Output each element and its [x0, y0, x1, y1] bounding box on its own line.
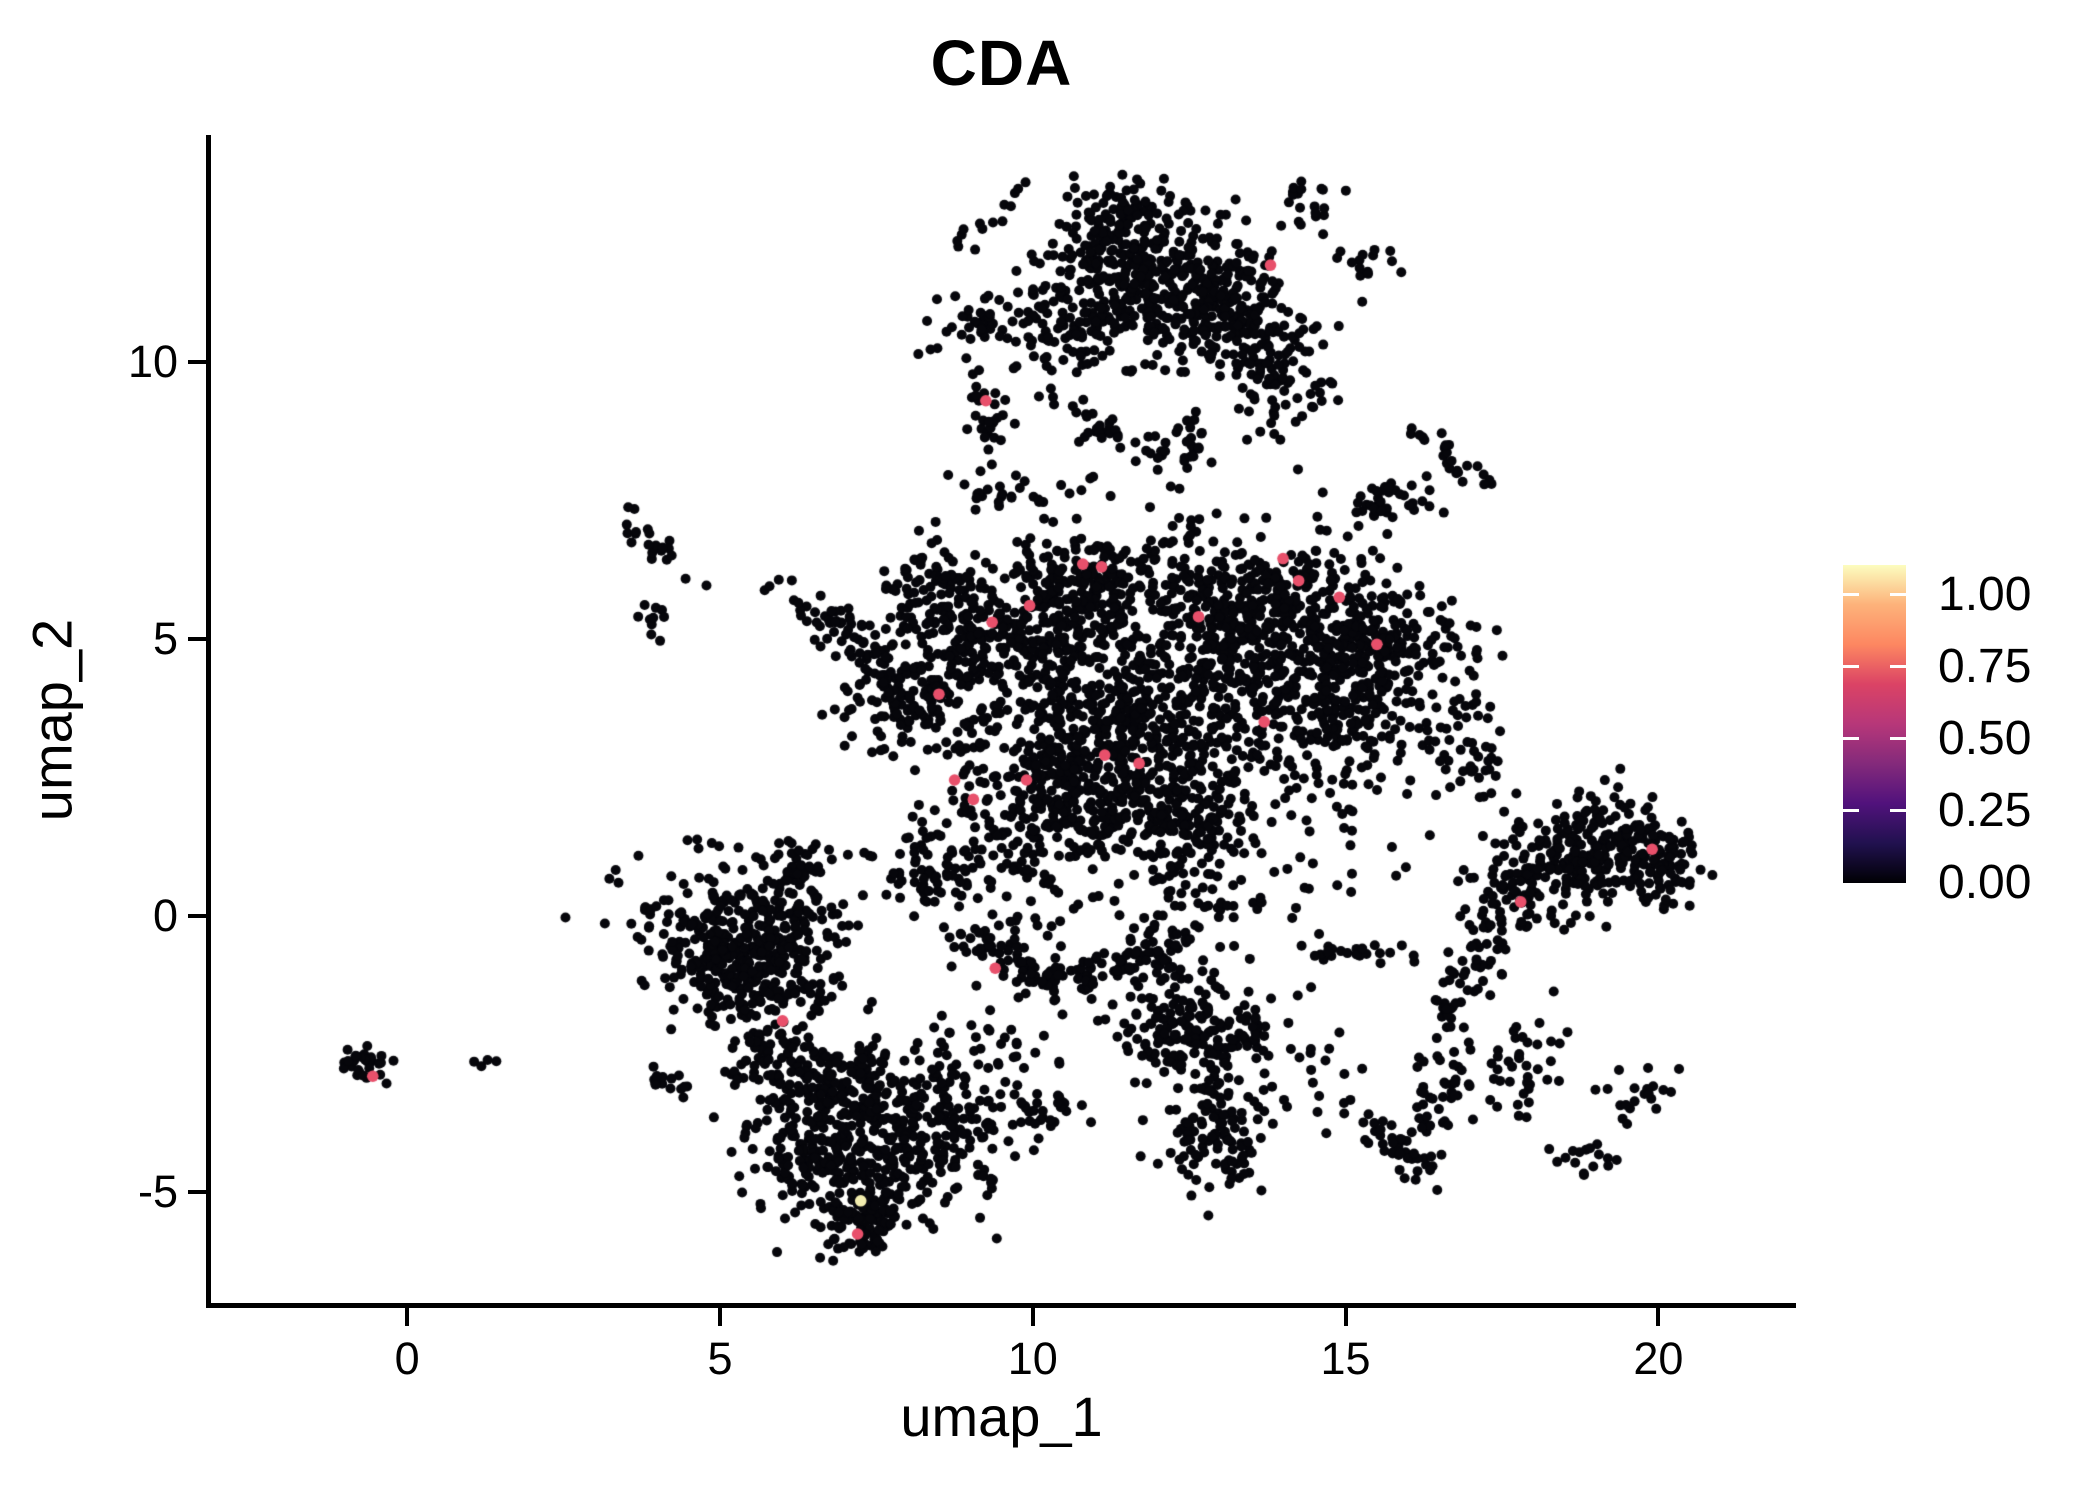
y-tick-mark	[188, 360, 206, 364]
colorbar-tick-mark	[1843, 737, 1859, 741]
colorbar-tick-label: 0.00	[1938, 856, 2032, 909]
y-tick-mark	[188, 913, 206, 918]
y-tick-label: 10	[127, 336, 178, 387]
x-axis-title: umap_1	[900, 1385, 1103, 1448]
x-tick-label: 10	[1007, 1333, 1058, 1384]
x-tick-label: 20	[1633, 1333, 1684, 1384]
x-tick-mark	[1343, 1308, 1348, 1326]
y-axis-title: umap_2	[20, 618, 84, 822]
colorbar-tick-mark	[1843, 593, 1859, 597]
x-tick-mark	[1030, 1308, 1035, 1326]
colorbar-tick-mark	[1890, 593, 1906, 597]
y-tick-label: -5	[137, 1166, 178, 1218]
colorbar-tick-label: 0.25	[1938, 783, 2032, 837]
colorbar-gradient	[1843, 565, 1906, 883]
x-tick-label: 5	[707, 1333, 733, 1384]
plot-title: CDA	[930, 27, 1073, 99]
colorbar-tick-label: 1.00	[1938, 567, 2032, 621]
x-tick-label: 15	[1320, 1333, 1371, 1384]
y-axis-line	[206, 135, 211, 1308]
colorbar-tick-label: 0.50	[1938, 711, 2032, 765]
colorbar-tick-mark	[1890, 665, 1906, 669]
y-tick-label: 0	[152, 889, 178, 941]
x-tick-mark	[717, 1308, 722, 1326]
y-tick-mark	[188, 636, 206, 641]
colorbar-tick-mark	[1890, 809, 1906, 813]
x-tick-mark	[1656, 1308, 1661, 1326]
y-tick-label: 5	[152, 612, 178, 664]
x-axis-line	[206, 1303, 1796, 1308]
colorbar-tick-mark	[1843, 809, 1859, 813]
colorbar-tick-mark	[1890, 737, 1906, 741]
y-tick-mark	[188, 1190, 206, 1195]
colorbar-tick-mark	[1843, 665, 1859, 669]
x-tick-label: 0	[394, 1333, 420, 1384]
colorbar-tick-label: 0.75	[1938, 639, 2032, 693]
x-tick-mark	[405, 1308, 410, 1326]
colorbar-legend	[1843, 565, 1906, 883]
